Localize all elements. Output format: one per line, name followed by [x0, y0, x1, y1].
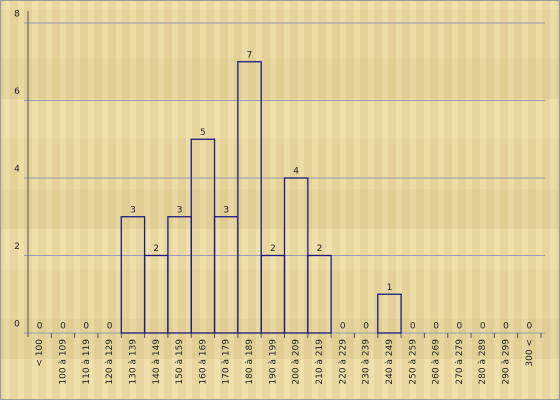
x-tick-label: 100 à 109 — [58, 339, 68, 385]
y-tick-label: 4 — [14, 165, 20, 175]
value-label: 7 — [247, 50, 253, 60]
x-tick-label: 220 à 229 — [338, 339, 348, 385]
x-tick-label: 140 à 149 — [152, 339, 162, 385]
value-label: 0 — [457, 322, 463, 332]
y-tick-label: 8 — [14, 10, 20, 20]
value-label: 0 — [363, 322, 369, 332]
value-label: 3 — [223, 205, 229, 215]
value-label: 3 — [130, 205, 136, 215]
value-label: 1 — [387, 283, 393, 293]
bar — [237, 61, 262, 334]
x-tick-label: 240 à 249 — [385, 339, 395, 385]
y-tick-label: 2 — [14, 242, 20, 252]
x-tick-label: 300 < — [525, 339, 535, 367]
value-label: 0 — [340, 322, 346, 332]
value-label: 0 — [107, 322, 113, 332]
x-tick-label: 260 à 269 — [432, 339, 442, 385]
value-label: 3 — [177, 205, 183, 215]
value-label: 0 — [526, 322, 532, 332]
value-label: 0 — [83, 322, 89, 332]
y-tick-label: 0 — [14, 320, 20, 330]
bar — [120, 216, 146, 334]
x-tick-label: 120 à 129 — [105, 339, 115, 385]
x-tick-label: 180 à 189 — [245, 339, 255, 385]
bar — [260, 254, 286, 334]
value-label: 4 — [293, 167, 299, 177]
bar — [377, 293, 402, 334]
x-tick-label: 160 à 169 — [198, 339, 208, 385]
bar — [307, 254, 332, 334]
x-tick-label: 280 à 289 — [478, 339, 488, 385]
value-label: 0 — [410, 322, 416, 332]
x-tick-label: 230 à 239 — [362, 339, 372, 385]
bar — [143, 254, 169, 334]
value-label: 0 — [480, 322, 486, 332]
x-tick-label: 110 à 119 — [82, 339, 92, 385]
value-label: 2 — [270, 244, 276, 254]
bar — [213, 216, 239, 334]
x-tick-label: 250 à 259 — [408, 339, 418, 385]
x-tick-label: 210 à 219 — [315, 339, 325, 385]
value-label: 0 — [503, 322, 509, 332]
x-tick-label: 130 à 139 — [128, 339, 138, 385]
x-tick-label: 270 à 279 — [455, 339, 465, 385]
x-tick-label: 190 à 199 — [268, 339, 278, 385]
value-label: 0 — [60, 322, 66, 332]
bar — [167, 216, 192, 334]
x-tick-label: 170 à 179 — [222, 339, 232, 385]
value-label: 0 — [37, 322, 43, 332]
value-label: 0 — [433, 322, 439, 332]
x-tick-label: 200 à 209 — [292, 339, 302, 385]
x-tick-label: 150 à 159 — [175, 339, 185, 385]
bar — [190, 138, 216, 334]
x-tick-label: < 100 — [35, 339, 45, 367]
x-tick-label: 290 à 299 — [502, 339, 512, 385]
value-label: 2 — [317, 244, 323, 254]
value-label: 5 — [200, 128, 206, 138]
value-label: 2 — [153, 244, 159, 254]
y-tick-label: 6 — [14, 87, 20, 97]
